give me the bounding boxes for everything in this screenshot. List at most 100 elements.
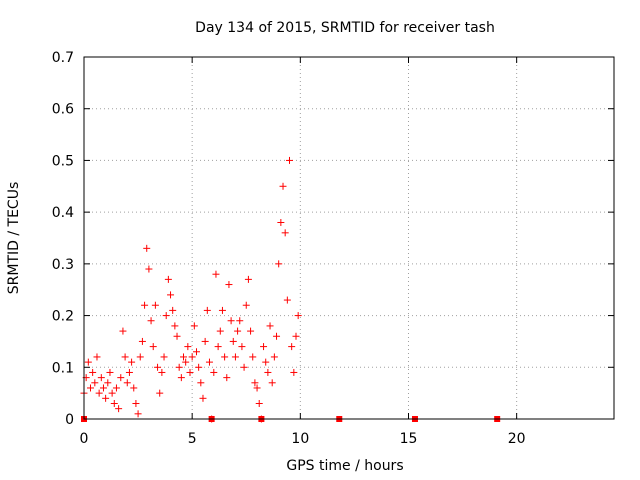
data-point xyxy=(294,312,302,320)
data-point xyxy=(216,327,224,335)
grid xyxy=(84,57,614,419)
data-point xyxy=(86,384,94,392)
y-tick-label: 0.4 xyxy=(52,205,74,221)
data-point xyxy=(273,332,281,340)
data-point xyxy=(141,301,149,309)
data-point xyxy=(106,368,114,376)
data-point xyxy=(266,322,274,330)
data-point xyxy=(125,368,133,376)
data-point xyxy=(201,337,209,345)
data-point xyxy=(249,353,257,361)
x-tick-label: 15 xyxy=(400,431,418,447)
data-point xyxy=(255,399,263,407)
y-tick-label: 0.3 xyxy=(52,257,74,273)
data-point xyxy=(147,317,155,325)
data-point xyxy=(290,368,298,376)
data-point xyxy=(244,275,252,283)
data-point xyxy=(156,389,164,397)
data-point xyxy=(279,182,287,190)
data-point xyxy=(275,260,283,268)
data-point xyxy=(151,301,159,309)
data-point xyxy=(175,363,183,371)
data-point xyxy=(268,379,276,387)
data-point xyxy=(173,332,181,340)
data-point xyxy=(84,358,92,366)
data-point xyxy=(277,218,285,226)
data-point xyxy=(89,368,97,376)
data-point xyxy=(160,353,168,361)
y-tick-label: 0.1 xyxy=(52,360,74,376)
data-point xyxy=(188,353,196,361)
data-point xyxy=(145,265,153,273)
data-point xyxy=(143,244,151,252)
data-point xyxy=(102,394,110,402)
y-tick-label: 0.5 xyxy=(52,153,74,169)
plot-frame xyxy=(83,56,615,420)
data-point xyxy=(223,374,231,382)
data-point xyxy=(119,327,127,335)
data-point xyxy=(203,306,211,314)
data-point xyxy=(227,317,235,325)
data-point xyxy=(234,327,242,335)
data-point xyxy=(177,374,185,382)
data-point xyxy=(197,379,205,387)
x-tick-label: 0 xyxy=(80,431,89,447)
data-point xyxy=(286,156,294,164)
data-point xyxy=(134,410,142,418)
data-point xyxy=(110,399,118,407)
data-point xyxy=(104,379,112,387)
data-point xyxy=(247,327,255,335)
data-point xyxy=(214,343,222,351)
data-point xyxy=(162,312,170,320)
data-point xyxy=(186,368,194,376)
data-point xyxy=(169,306,177,314)
data-point xyxy=(138,337,146,345)
data-point xyxy=(238,343,246,351)
data-point xyxy=(221,353,229,361)
data-point xyxy=(93,353,101,361)
data-point xyxy=(130,384,138,392)
data-point xyxy=(283,296,291,304)
y-tick-label: 0.2 xyxy=(52,309,74,325)
data-point xyxy=(108,389,116,397)
data-point xyxy=(99,384,107,392)
data-point xyxy=(121,353,129,361)
data-point xyxy=(240,363,248,371)
data-point xyxy=(112,384,120,392)
data-point xyxy=(262,358,270,366)
data-point xyxy=(132,399,140,407)
data-point xyxy=(281,229,289,237)
data-point xyxy=(210,368,218,376)
data-point xyxy=(229,337,237,345)
x-tick-label: 20 xyxy=(508,431,526,447)
data-points xyxy=(80,156,501,423)
data-point xyxy=(190,322,198,330)
data-point xyxy=(205,358,213,366)
data-point xyxy=(231,353,239,361)
chart-title: Day 134 of 2015, SRMTID for receiver tas… xyxy=(195,20,495,36)
data-point xyxy=(199,394,207,402)
data-point xyxy=(158,368,166,376)
data-point xyxy=(251,379,259,387)
data-point xyxy=(225,281,233,289)
data-point xyxy=(117,374,125,382)
data-point xyxy=(180,353,188,361)
x-tick-label: 10 xyxy=(291,431,309,447)
axis-ticks: 0 0.1 0.2 0.3 0.4 0.5 0.6 0.7 0 5 10 15 20 xyxy=(52,50,614,447)
data-point xyxy=(167,291,175,299)
data-point xyxy=(128,358,136,366)
data-point xyxy=(288,343,296,351)
data-point xyxy=(171,322,179,330)
data-point xyxy=(192,348,200,356)
y-tick-label: 0.7 xyxy=(52,50,74,66)
data-point xyxy=(136,353,144,361)
x-axis-title: GPS time / hours xyxy=(286,458,403,474)
data-point xyxy=(236,317,244,325)
data-point xyxy=(97,374,105,382)
data-point xyxy=(212,270,220,278)
data-point xyxy=(253,384,261,392)
data-point xyxy=(123,379,131,387)
x-tick-label: 5 xyxy=(188,431,197,447)
